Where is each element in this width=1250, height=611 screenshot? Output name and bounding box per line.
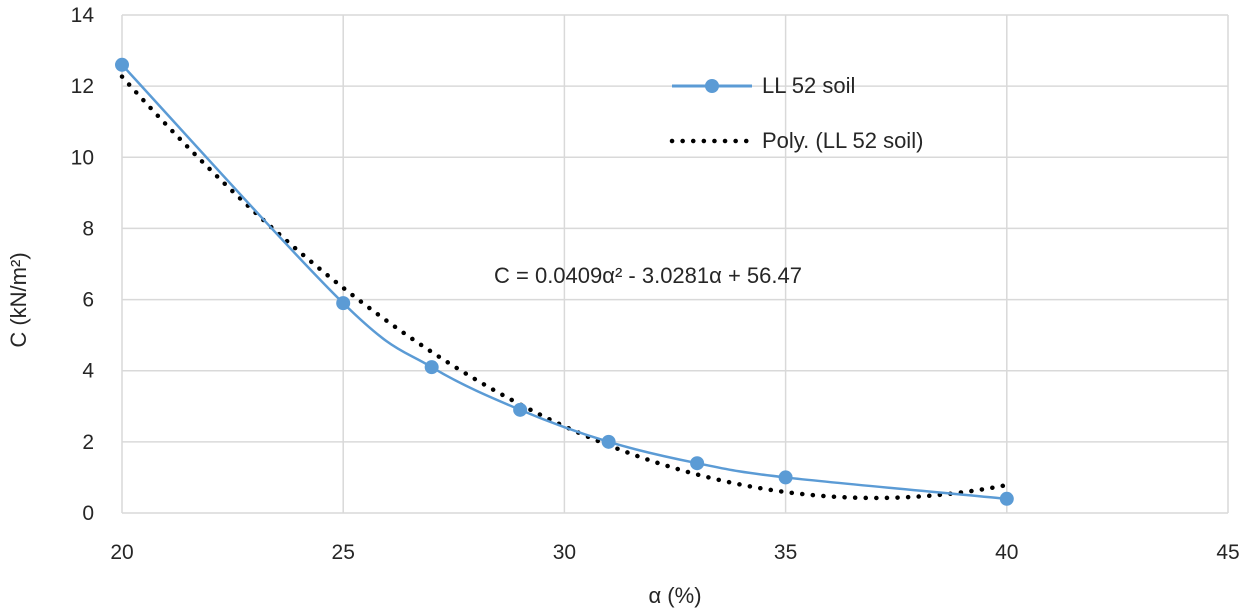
x-tick-label: 40: [995, 541, 1018, 564]
data-point: [336, 296, 351, 311]
data-point: [690, 456, 705, 471]
x-tick-label: 20: [110, 541, 133, 564]
y-axis-title: C (kN/m²): [6, 252, 31, 347]
gridlines: [121, 14, 1229, 514]
legend-label-poly: Poly. (LL 52 soil): [762, 128, 923, 153]
y-tick-label: 0: [82, 502, 94, 525]
data-point: [778, 470, 793, 485]
y-tick-label: 2: [82, 431, 94, 454]
plot-area: [115, 57, 1014, 506]
x-tick-label: 25: [332, 541, 355, 564]
x-tick-label: 30: [553, 541, 576, 564]
x-axis-title: α (%): [648, 583, 701, 608]
tick-labels: 0 2 4 6 8 10 12 14 20 25 30 35 40 45: [71, 4, 1240, 564]
y-tick-label: 8: [82, 217, 94, 240]
y-tick-label: 4: [82, 360, 94, 383]
trendline-equation: C = 0.0409α² - 3.0281α + 56.47: [494, 263, 802, 288]
x-tick-label: 35: [774, 541, 797, 564]
legend: LL 52 soil Poly. (LL 52 soil): [669, 73, 923, 153]
x-tick-label: 45: [1216, 541, 1239, 564]
data-point: [115, 57, 129, 72]
y-tick-label: 6: [82, 289, 94, 312]
data-point: [999, 491, 1014, 506]
legend-marker-ll52: [705, 79, 719, 93]
y-tick-label: 14: [71, 4, 95, 27]
data-point: [424, 360, 439, 375]
y-tick-label: 10: [71, 146, 94, 169]
data-point: [513, 402, 528, 417]
y-tick-label: 12: [71, 75, 94, 98]
data-point: [601, 434, 616, 449]
legend-label-ll52: LL 52 soil: [762, 73, 855, 98]
